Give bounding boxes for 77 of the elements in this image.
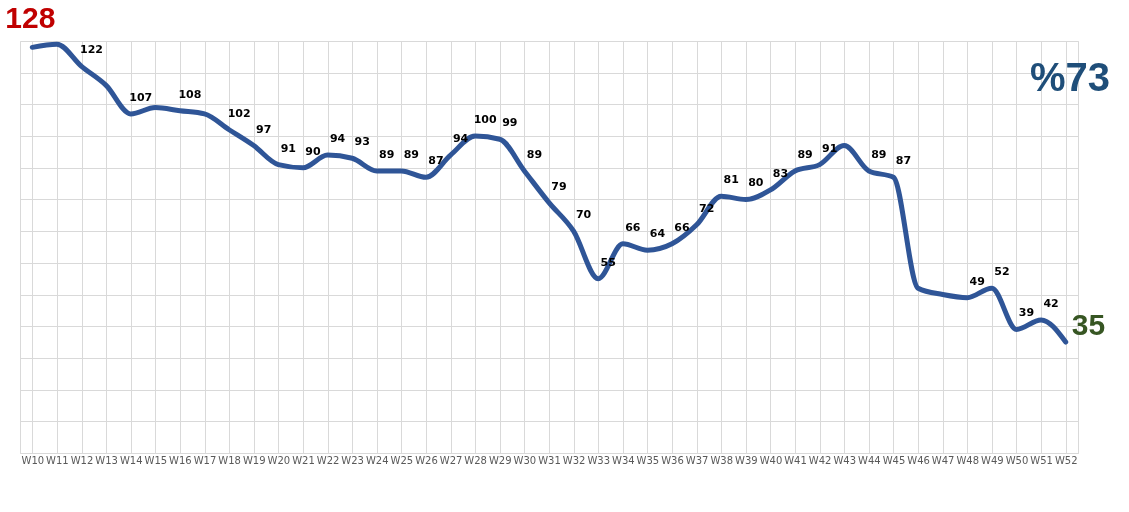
x-tick-label: W47 <box>931 454 955 466</box>
data-label: 89 <box>526 147 543 161</box>
x-tick-label: W29 <box>488 454 512 466</box>
data-label: 64 <box>649 227 666 241</box>
data-label: 90 <box>305 144 321 158</box>
data-label: 91 <box>280 141 297 155</box>
data-label: 93 <box>354 135 370 149</box>
x-tick-label: W44 <box>858 454 881 466</box>
x-tick-label: W25 <box>390 454 414 466</box>
x-tick-label: W24 <box>365 454 389 466</box>
x-tick-label: W17 <box>193 454 217 466</box>
x-tick-label: W50 <box>1005 454 1029 466</box>
x-tick-label: W42 <box>808 454 832 466</box>
data-label: 66 <box>674 220 691 234</box>
x-tick-label: W52 <box>1054 454 1078 466</box>
x-tick-label: W30 <box>513 454 537 466</box>
x-tick-label: W16 <box>169 454 192 466</box>
x-tick-label: W33 <box>587 454 611 466</box>
data-label: 87 <box>895 154 912 168</box>
x-tick-label: W27 <box>439 454 463 466</box>
data-label: 83 <box>772 166 789 180</box>
data-label: 42 <box>1043 296 1059 310</box>
x-tick-label: W37 <box>685 454 709 466</box>
x-tick-label: W22 <box>316 454 340 466</box>
x-tick-label: W14 <box>119 454 143 466</box>
x-tick-label: W21 <box>292 454 315 466</box>
data-label: 80 <box>748 176 764 190</box>
data-label: 97 <box>256 122 272 136</box>
x-tick-label: W45 <box>882 454 906 466</box>
x-tick-label: W18 <box>218 454 241 466</box>
data-label: 99 <box>502 116 518 130</box>
x-tick-label: W41 <box>784 454 807 466</box>
x-tick-label: W43 <box>833 454 857 466</box>
annotation: %73 <box>1029 55 1111 99</box>
x-tick-label: W34 <box>612 454 635 466</box>
data-label: 107 <box>129 90 153 104</box>
x-tick-label: W48 <box>956 454 980 466</box>
data-label: 70 <box>575 208 592 222</box>
x-tick-label: W19 <box>242 454 266 466</box>
x-tick-label: W40 <box>759 454 783 466</box>
x-tick-label: W38 <box>710 454 734 466</box>
data-label: 87 <box>428 154 444 168</box>
x-tick-label: W20 <box>267 454 291 466</box>
data-label: 89 <box>797 147 813 161</box>
x-tick-label: W10 <box>21 454 45 466</box>
x-tick-label: W39 <box>735 454 758 466</box>
x-tick-label: W12 <box>70 454 94 466</box>
data-label: 89 <box>871 147 887 161</box>
data-label: 66 <box>625 220 641 234</box>
x-tick-label: W36 <box>661 454 684 466</box>
data-label: 102 <box>227 106 251 120</box>
x-tick-label: W15 <box>144 454 168 466</box>
x-tick-label: W49 <box>981 454 1004 466</box>
x-tick-label: W31 <box>538 454 561 466</box>
x-tick-label: W32 <box>562 454 586 466</box>
x-tick-label: W23 <box>341 454 364 466</box>
data-label: 108 <box>178 87 202 101</box>
data-label: 128 <box>5 1 56 35</box>
x-tick-label: W46 <box>907 454 930 466</box>
x-tick-label: W26 <box>415 454 438 466</box>
x-tick-label: W35 <box>636 454 660 466</box>
x-tick-label: W51 <box>1030 454 1053 466</box>
x-tick-label: W11 <box>46 454 69 466</box>
data-label: 91 <box>821 141 838 155</box>
x-tick-label: W28 <box>464 454 487 466</box>
data-label: 89 <box>379 147 395 161</box>
data-label: 35 <box>1071 308 1106 342</box>
data-label: 100 <box>473 113 498 127</box>
data-label: 81 <box>723 173 739 187</box>
data-label: 89 <box>403 147 420 161</box>
x-tick-label: W13 <box>95 454 118 466</box>
data-label: 52 <box>994 265 1010 279</box>
data-label: 49 <box>969 274 985 288</box>
data-label: 94 <box>329 132 346 146</box>
data-label: 79 <box>551 179 567 193</box>
data-label: 122 <box>80 43 103 57</box>
data-label: 39 <box>1018 306 1035 320</box>
